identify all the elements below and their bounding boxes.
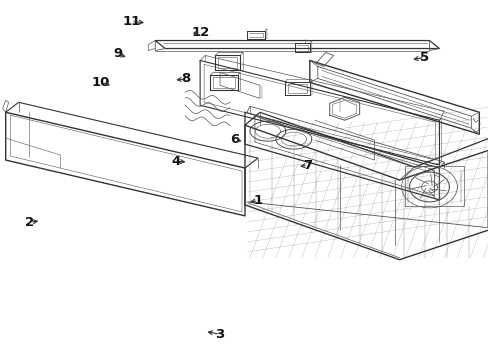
Text: 10: 10 (91, 76, 110, 89)
Text: 4: 4 (171, 155, 181, 168)
Text: 5: 5 (420, 51, 428, 64)
Text: 7: 7 (303, 159, 312, 172)
Text: 1: 1 (253, 194, 262, 207)
Text: 2: 2 (25, 216, 35, 229)
Text: 8: 8 (181, 72, 190, 85)
Text: 3: 3 (215, 328, 224, 341)
Text: 11: 11 (122, 15, 140, 28)
Text: 12: 12 (191, 26, 209, 39)
Text: 6: 6 (230, 133, 239, 146)
Text: 9: 9 (113, 47, 122, 60)
